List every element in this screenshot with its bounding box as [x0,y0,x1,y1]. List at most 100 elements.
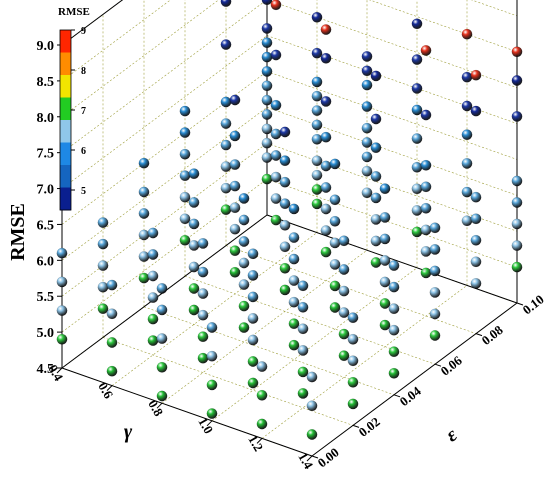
y-tick-label: 0.02 [356,414,383,440]
grid-line [61,35,268,189]
data-point [238,257,250,269]
data-point [306,400,318,412]
grid-line [266,71,518,160]
data-point [56,333,68,345]
data-point [197,331,209,343]
data-point [461,100,473,112]
data-point [361,65,373,77]
data-point [147,270,159,282]
data-point [411,161,423,173]
grid-line [161,249,368,404]
data-point [370,70,382,82]
data-point [311,119,323,131]
z-tick-label: 6.0 [37,254,55,269]
data-point [247,377,259,389]
data-point [338,235,350,247]
data-point [206,322,218,333]
y-tick-label: 0.00 [315,445,342,471]
data-point [461,28,473,40]
data-point [370,213,382,225]
data-point [329,280,341,292]
data-point [106,308,118,320]
colorbar-segment [60,30,71,53]
frame-edge [61,0,124,46]
data-point [461,71,473,83]
data-point [106,365,118,377]
data-point [470,213,482,225]
data-point [197,288,209,299]
data-point [279,219,291,231]
data-point [511,175,523,187]
data-point [206,350,218,362]
data-point [156,282,168,294]
data-point [238,192,250,204]
data-point [138,272,150,284]
data-point [288,232,300,244]
data-point [220,0,232,7]
data-point [511,261,523,273]
data-point [306,371,318,383]
data-point [261,23,273,34]
data-point [420,245,432,257]
data-point [411,104,423,116]
data-point [106,279,118,291]
data-point [238,214,250,226]
data-point [470,191,482,203]
data-point [179,105,191,117]
data-point [261,109,273,120]
z-tick-label: 4.5 [37,362,55,377]
z-tick-label: 6.5 [37,218,55,233]
y-tick-label: 0.06 [438,352,466,378]
data-point [470,277,482,289]
grid-line [111,232,318,386]
data-point [297,366,309,378]
data-point [238,279,250,290]
data-point [256,389,268,401]
data-point [311,198,323,210]
data-point [279,198,291,210]
data-point [138,208,150,219]
colorbar-segment [60,120,71,143]
data-point [411,204,423,216]
data-point [511,75,523,86]
data-point [511,197,523,208]
x-tick-mark [56,367,63,374]
data-point [270,193,282,205]
data-point [470,256,482,268]
data-point [420,202,432,214]
data-point [411,183,423,195]
data-point [470,105,482,117]
grid-line [266,178,518,268]
data-point [347,312,359,324]
data-point [370,113,382,125]
data-point [429,265,441,277]
data-point [238,236,250,247]
data-point [297,301,309,313]
data-point [156,304,168,316]
data-point [97,217,109,229]
data-point [147,313,159,325]
data-point [270,128,282,140]
data-point [420,181,432,193]
data-point [288,253,300,265]
data-point [370,170,382,182]
data-point [388,260,400,271]
data-point [156,333,168,344]
colorbar-segment [60,97,71,121]
y-axis-label: ε [442,423,462,446]
data-point [411,83,423,94]
data-point [411,18,423,30]
data-point [320,131,332,143]
data-point [261,0,273,6]
frame-edge [311,302,518,457]
data-point [97,238,109,250]
colorbar-segment [60,165,71,188]
data-point [197,266,209,278]
data-point [379,255,391,266]
data-point [329,237,341,249]
data-point [420,45,432,56]
data-point [411,54,423,65]
data-point [329,215,341,227]
data-point [97,281,109,293]
data-point [261,51,273,63]
